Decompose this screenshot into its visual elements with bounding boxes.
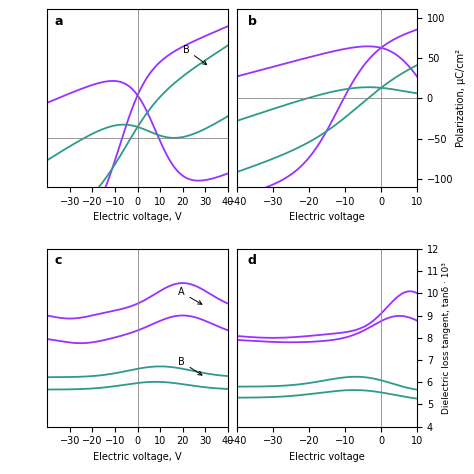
Y-axis label: Dielectric loss tangent, tanδ · 10³: Dielectric loss tangent, tanδ · 10³ (442, 262, 451, 414)
Text: A: A (178, 287, 202, 304)
Y-axis label: Polarization, μC/cm²: Polarization, μC/cm² (456, 49, 466, 147)
Text: c: c (55, 255, 62, 267)
X-axis label: Electric voltage, V: Electric voltage, V (93, 212, 182, 222)
Text: b: b (247, 15, 256, 28)
X-axis label: Electric voltage, V: Electric voltage, V (93, 452, 182, 462)
X-axis label: Electric voltage: Electric voltage (289, 212, 365, 222)
X-axis label: Electric voltage: Electric voltage (289, 452, 365, 462)
Text: A: A (0, 473, 1, 474)
Text: a: a (55, 15, 63, 28)
Text: B: B (182, 45, 207, 64)
Text: B: B (178, 357, 202, 375)
Text: d: d (247, 255, 256, 267)
